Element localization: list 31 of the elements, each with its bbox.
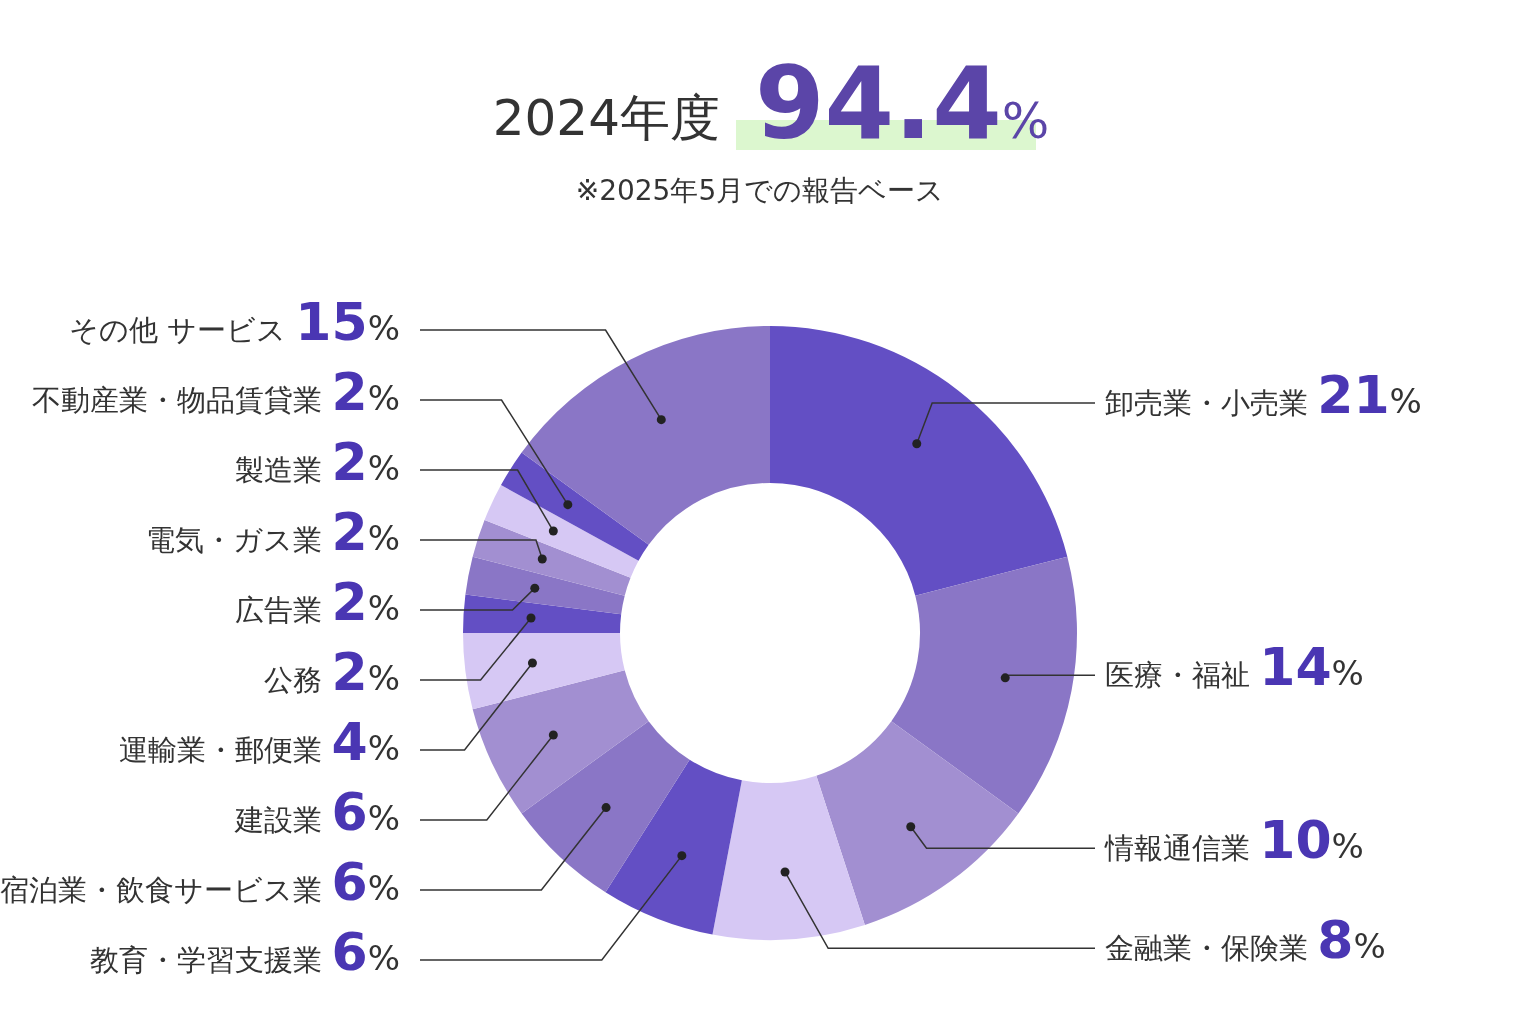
slice-label: 医療・福祉	[1105, 658, 1260, 693]
data-label: 2%	[331, 432, 400, 492]
data-label: 6%	[331, 852, 400, 912]
slice-label: 宿泊業・飲食サービス業	[0, 873, 332, 907]
data-label: 8%	[1317, 910, 1386, 971]
data-label: 4%	[331, 712, 400, 772]
slice-label: その他 サービス	[68, 313, 296, 347]
slice-label: 卸売業・小売業	[1105, 385, 1318, 420]
data-label: 2%	[331, 572, 400, 632]
data-label: 6%	[331, 922, 400, 982]
slice-label: 電気・ガス業	[146, 523, 332, 557]
slice-label: 公務	[264, 663, 332, 697]
slice-label: 広告業	[235, 593, 332, 627]
data-label: 6%	[331, 782, 400, 842]
slice-label: 情報通信業	[1104, 831, 1260, 866]
data-label: 21%	[1317, 364, 1422, 425]
slice-label: 運輸業・郵便業	[119, 733, 332, 767]
chart-subtitle: ※2025年5月での報告ベース	[575, 174, 945, 207]
data-label: 2%	[331, 502, 400, 562]
slice-label: 教育・学習支援業	[90, 943, 332, 977]
slice-label: 建設業	[234, 803, 332, 837]
data-label: 14%	[1259, 637, 1364, 698]
data-label: 2%	[331, 362, 400, 422]
data-label: 2%	[331, 642, 400, 702]
slice-label: 不動産業・物品賃貸業	[32, 383, 332, 417]
data-label: 15%	[295, 292, 400, 352]
chart-title: 2024年度	[492, 89, 720, 147]
data-label: 10%	[1259, 810, 1364, 871]
text: 94.4%	[755, 45, 1050, 162]
slice-label: 金融業・保険業	[1105, 931, 1318, 966]
slice-label: 製造業	[235, 453, 332, 487]
